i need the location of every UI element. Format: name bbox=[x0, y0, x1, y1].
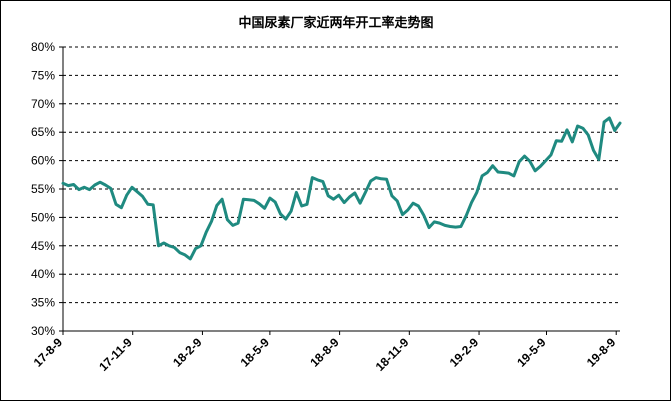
y-tick-label: 35% bbox=[31, 296, 55, 310]
gridlines bbox=[63, 46, 620, 304]
y-tick-label: 55% bbox=[31, 182, 55, 196]
chart-title: 中国尿素厂家近两年开工率走势图 bbox=[238, 15, 433, 31]
x-tick-label: 17-8-9 bbox=[31, 335, 66, 370]
y-tick-label: 50% bbox=[31, 210, 55, 224]
y-tick-label: 70% bbox=[31, 97, 55, 111]
x-tick-label: 18-11-9 bbox=[373, 335, 412, 374]
x-tick-label: 19-8-9 bbox=[584, 335, 619, 370]
y-tick-label: 75% bbox=[31, 68, 55, 82]
x-tick-label: 17-11-9 bbox=[96, 335, 135, 374]
y-tick-label: 80% bbox=[31, 40, 55, 54]
y-axis-ticks: 30% 35% 40% 45% 50% 55% 60% 65% 70% 75% 80% bbox=[31, 40, 63, 338]
y-tick-label: 45% bbox=[31, 239, 55, 253]
x-tick-label: 18-2-9 bbox=[170, 335, 205, 370]
x-tick-label: 18-5-9 bbox=[238, 335, 273, 370]
y-tick-label: 65% bbox=[31, 125, 55, 139]
y-tick-label: 60% bbox=[31, 154, 55, 168]
y-tick-label: 30% bbox=[31, 324, 55, 338]
y-tick-label: 40% bbox=[31, 267, 55, 281]
series-line bbox=[61, 116, 622, 261]
x-axis-ticks: 17-8-9 17-11-9 18-2-9 18-5-9 18-8-9 18-11-9 19… bbox=[31, 331, 619, 374]
x-tick-label: 18-8-9 bbox=[307, 335, 342, 370]
x-tick-label: 19-2-9 bbox=[447, 335, 482, 370]
x-tick-label: 19-5-9 bbox=[514, 335, 549, 370]
